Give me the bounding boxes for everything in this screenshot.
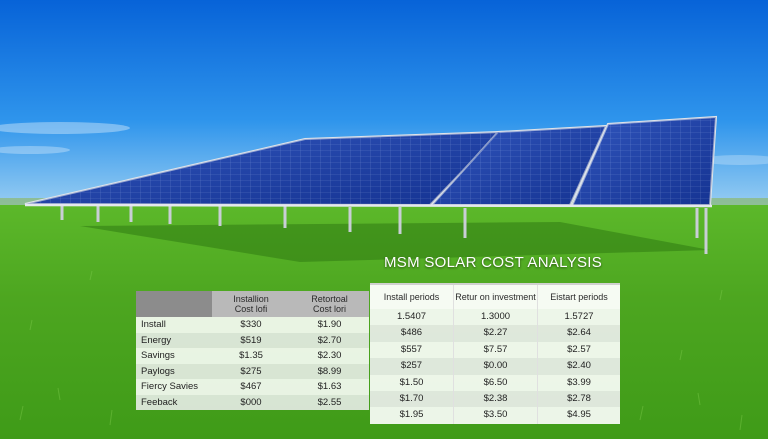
panel-supports [60,205,708,254]
header-cell: Installion Cost lofi [233,294,269,314]
cost-table-left: Installion Cost lofi Retortoal Cost lori I… [136,291,369,410]
table-row: Fiercy Savies $467 $1.63 [136,379,369,395]
table-row: Paylogs $275 $8.99 [136,363,369,379]
table-cell: $8.99 [317,365,342,377]
table-cell: $2.78 [537,390,620,408]
table-cell: $519 [240,334,262,346]
table-cell: $000 [240,396,262,408]
table-row: $557 $7.57 $2.57 [370,341,620,359]
table-cell: $2.57 [537,341,620,359]
table-cell: Savings [141,350,175,361]
cost-table-right: Install periods Retur on investment Eist… [370,283,620,424]
analysis-title: MSM SOLAR COST ANALYSIS [384,254,603,271]
table-cell: $2.70 [317,334,342,346]
table-cell: $467 [240,381,262,392]
table-row: Savings $1.35 $2.30 [136,348,369,364]
table-cell: $1.95 [399,409,424,421]
table-cell: $2.27 [453,325,537,342]
table-row: $486 $2.27 $2.64 [370,325,620,342]
table-cell: $6.50 [453,374,537,391]
header-cell: Retur on investment [453,285,537,309]
solar-panel-array [24,115,718,208]
table-cell: $7.57 [453,341,537,359]
header-cell [136,291,212,317]
table-cell: 1.3000 [453,309,537,326]
table-header: Installion Cost lofi Retortoal Cost lori [136,291,369,317]
table-cell: $1.90 [317,319,342,330]
panel-shadow [80,222,710,262]
table-cell: $2.64 [537,325,620,342]
table-cell: 1.5727 [537,309,620,326]
table-cell: $4.95 [537,407,620,424]
table-cell: $330 [240,319,262,330]
table-cell: 1.5407 [396,311,427,322]
table-cell: Install [141,319,166,330]
table-cell: $0.00 [453,358,537,375]
table-cell: $275 [240,365,262,377]
table-row: Feeback $000 $2.55 [136,394,369,410]
table-row: 1.5407 1.3000 1.5727 [370,309,620,326]
table-cell: $3.50 [453,407,537,424]
table-row: $1.95 $3.50 $4.95 [370,407,620,424]
table-row: $1.70 $2.38 $2.78 [370,390,620,408]
table-cell: $486 [400,327,423,339]
table-cell: Feeback [141,396,178,408]
header-cell: Retortoal Cost lori [311,294,348,314]
table-cell: $257 [400,360,423,372]
table-cell: $1.50 [399,376,424,388]
table-cell: $1.35 [239,350,263,361]
table-cell: $2.38 [453,390,537,408]
table-cell: Paylogs [141,365,175,377]
table-header: Install periods Retur on investment Eist… [370,283,620,309]
table-row: $257 $0.00 $2.40 [370,358,620,375]
table-cell: $1.70 [399,392,424,404]
table-row: Install $330 $1.90 [136,317,369,333]
table-row: $1.50 $6.50 $3.99 [370,374,620,391]
table-cell: $2.40 [537,358,620,375]
table-cell: Energy [141,334,172,346]
cloud-wisp [0,122,130,134]
table-cell: $1.63 [317,381,342,392]
table-cell: $3.99 [537,374,620,391]
header-cell: Eistart periods [537,285,620,309]
table-cell: $557 [400,343,423,355]
table-row: Energy $519 $2.70 [136,332,369,348]
table-cell: $2.55 [317,396,342,408]
table-cell: Fiercy Savies [141,381,199,392]
header-cell: Install periods [383,292,440,302]
table-cell: $2.30 [317,350,342,361]
